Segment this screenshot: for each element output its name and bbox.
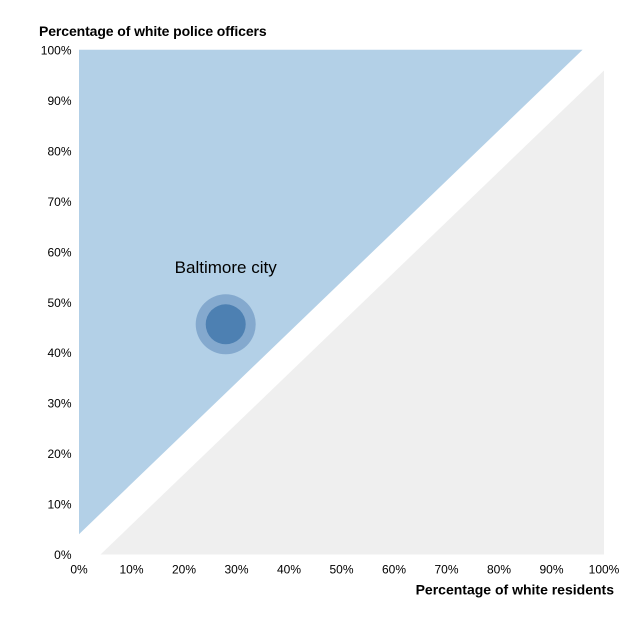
svg-text:10%: 10%: [119, 563, 143, 577]
svg-text:100%: 100%: [589, 563, 620, 577]
svg-text:30%: 30%: [47, 397, 71, 411]
svg-text:70%: 70%: [434, 563, 458, 577]
svg-text:20%: 20%: [172, 563, 196, 577]
svg-text:Percentage of white residents: Percentage of white residents: [416, 581, 615, 597]
svg-text:40%: 40%: [47, 346, 71, 360]
svg-text:90%: 90%: [47, 94, 71, 108]
svg-text:0%: 0%: [70, 563, 88, 577]
svg-text:20%: 20%: [47, 447, 71, 461]
svg-text:30%: 30%: [224, 563, 248, 577]
svg-text:60%: 60%: [382, 563, 406, 577]
svg-text:60%: 60%: [47, 245, 71, 259]
svg-text:70%: 70%: [47, 195, 71, 209]
svg-text:0%: 0%: [54, 548, 72, 562]
svg-text:50%: 50%: [329, 563, 353, 577]
svg-text:90%: 90%: [539, 563, 563, 577]
svg-text:Percentage of white police off: Percentage of white police officers: [39, 23, 267, 39]
svg-text:Baltimore city: Baltimore city: [175, 258, 278, 277]
svg-text:80%: 80%: [487, 563, 511, 577]
svg-text:80%: 80%: [47, 144, 71, 158]
svg-text:10%: 10%: [47, 498, 71, 512]
svg-text:100%: 100%: [41, 44, 72, 58]
svg-text:40%: 40%: [277, 563, 301, 577]
svg-text:50%: 50%: [47, 296, 71, 310]
